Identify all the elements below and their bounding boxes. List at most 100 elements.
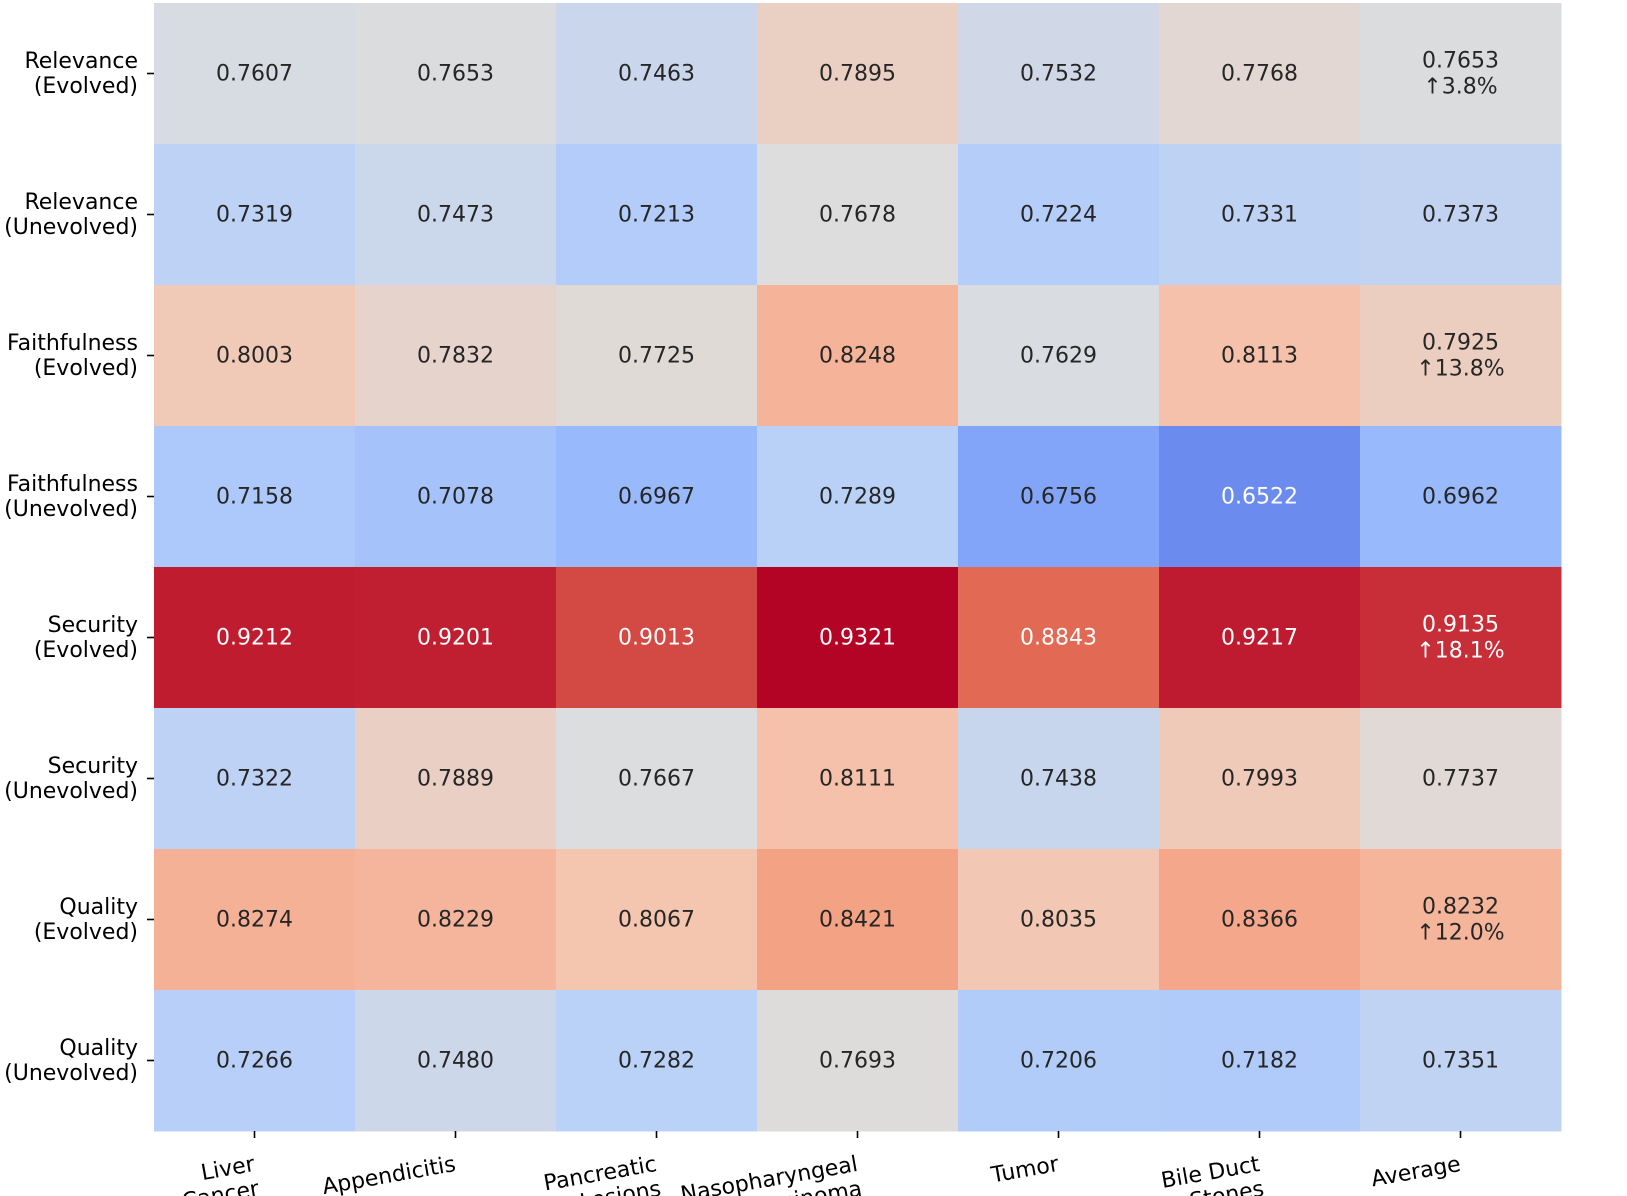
heatmap-cell <box>154 567 356 709</box>
cell-value-label: 0.7331 <box>1221 202 1298 227</box>
heatmap-cell <box>958 3 1160 145</box>
heatmap-cell <box>556 849 758 991</box>
cell-value-label: 0.7463 <box>618 61 695 86</box>
cell-value-label: 0.7629 <box>1020 343 1097 368</box>
heatmap-cell <box>355 285 557 427</box>
heatmap-cell <box>556 285 758 427</box>
x-tick-label: Average <box>1369 1152 1462 1192</box>
heatmap-cell <box>1159 285 1361 427</box>
heatmap-cell <box>154 990 356 1132</box>
heatmap-cell <box>958 426 1160 568</box>
heatmap-cell <box>355 426 557 568</box>
heatmap-cell <box>1360 567 1562 709</box>
cell-value-label: 0.7206 <box>1020 1048 1097 1073</box>
cell-value-label: 0.7266 <box>216 1048 293 1073</box>
x-tick-label: Appendicitis <box>320 1152 457 1196</box>
x-axis: LiverCancer Appendicitis PancreaticLesions… <box>180 1131 1463 1196</box>
heatmap-cells <box>154 3 1562 1132</box>
y-tick-label: Relevance (Unevolved) <box>4 190 138 240</box>
cell-value-label: 0.6967 <box>618 484 695 509</box>
heatmap-cell <box>355 3 557 145</box>
cell-value-label: 0.7693 <box>819 1048 896 1073</box>
heatmap-cell <box>757 708 959 850</box>
cell-value-label: 0.7438 <box>1020 766 1097 791</box>
heatmap-cell <box>1360 426 1562 568</box>
x-tick-label: Tumor <box>988 1152 1061 1189</box>
x-tick-label: NasopharyngealCarcinoma <box>679 1152 864 1196</box>
cell-value-label: 0.7678 <box>819 202 896 227</box>
x-tick-label-group: Appendicitis <box>320 1152 457 1196</box>
heatmap-cell <box>958 990 1160 1132</box>
cell-value-label: 0.6522 <box>1221 484 1298 509</box>
cell-value-label: 0.9135 ↑18.1% <box>1416 612 1504 663</box>
heatmap-cell <box>1360 849 1562 991</box>
y-tick-label: Relevance (Evolved) <box>24 49 138 99</box>
heatmap-cell <box>1360 3 1562 145</box>
cell-value-label: 0.8248 <box>819 343 896 368</box>
cell-value-label: 0.8366 <box>1221 907 1298 932</box>
heatmap-cell <box>1159 426 1361 568</box>
heatmap-cell <box>355 849 557 991</box>
heatmap-cell <box>1159 567 1361 709</box>
cell-value-label: 0.8035 <box>1020 907 1097 932</box>
cell-value-label: 0.7480 <box>417 1048 494 1073</box>
heatmap-cell <box>958 849 1160 991</box>
heatmap-cell <box>958 285 1160 427</box>
cell-value-label: 0.7653 ↑3.8% <box>1422 48 1499 99</box>
cell-value-label: 0.7532 <box>1020 61 1097 86</box>
y-tick-label: Security (Unevolved) <box>4 754 138 804</box>
heatmap-cell <box>154 708 356 850</box>
heatmap-cell <box>355 990 557 1132</box>
cell-value-label: 0.8229 <box>417 907 494 932</box>
cell-value-label: 0.7768 <box>1221 61 1298 86</box>
heatmap-cell <box>154 144 356 286</box>
x-tick-label-group: Bile DuctStones <box>1159 1152 1266 1196</box>
cell-value-label: 0.7282 <box>618 1048 695 1073</box>
cell-value-label: 0.7925 ↑13.8% <box>1416 330 1504 381</box>
cell-value-label: 0.7667 <box>618 766 695 791</box>
x-tick-label: Bile DuctStones <box>1159 1152 1266 1196</box>
cell-value-label: 0.7889 <box>417 766 494 791</box>
heatmap-cell <box>1159 990 1361 1132</box>
y-tick-label: Faithfulness (Unevolved) <box>4 472 138 522</box>
cell-value-label: 0.7182 <box>1221 1048 1298 1073</box>
y-tick-label: Quality (Evolved) <box>34 895 138 945</box>
x-tick-label-group: PancreaticLesions <box>542 1152 663 1196</box>
heatmap-cell <box>154 3 356 145</box>
cell-value-label: 0.7832 <box>417 343 494 368</box>
heatmap-cell <box>355 144 557 286</box>
cell-value-label: 0.7373 <box>1422 202 1499 227</box>
y-tick-label: Faithfulness (Evolved) <box>7 331 138 381</box>
heatmap-cell <box>1360 144 1562 286</box>
cell-value-label: 0.7653 <box>417 61 494 86</box>
cell-value-label: 0.8003 <box>216 343 293 368</box>
y-tick-label: Quality (Unevolved) <box>4 1036 138 1086</box>
heatmap-cell <box>1159 144 1361 286</box>
cell-value-label: 0.8843 <box>1020 625 1097 650</box>
heatmap-cell <box>757 144 959 286</box>
cell-value-label: 0.8232 ↑12.0% <box>1416 894 1504 945</box>
cell-value-label: 0.9321 <box>819 625 896 650</box>
y-axis: Relevance (Evolved) Relevance (Unevolved) Fa… <box>4 49 154 1086</box>
cell-value-label: 0.7895 <box>819 61 896 86</box>
cell-value-label: 0.7078 <box>417 484 494 509</box>
cell-value-label: 0.7213 <box>618 202 695 227</box>
heatmap-cell <box>1159 708 1361 850</box>
heatmap-cell <box>757 426 959 568</box>
y-tick-label: Security (Evolved) <box>34 613 138 663</box>
x-tick-label-group: LiverCancer <box>180 1152 262 1196</box>
heatmap-cell <box>556 990 758 1132</box>
cell-value-label: 0.9013 <box>618 625 695 650</box>
cell-value-label: 0.8111 <box>819 766 896 791</box>
heatmap-cell-labels: 0.7607 0.7653 0.7463 0.7895 0.7532 0.7768 0.76… <box>216 48 1505 1073</box>
heatmap-cell <box>757 567 959 709</box>
cell-value-label: 0.6962 <box>1422 484 1499 509</box>
cell-value-label: 0.7289 <box>819 484 896 509</box>
heatmap-cell <box>757 849 959 991</box>
cell-value-label: 0.7473 <box>417 202 494 227</box>
cell-value-label: 0.7993 <box>1221 766 1298 791</box>
x-tick-label-group: NasopharyngealCarcinoma <box>679 1152 864 1196</box>
cell-value-label: 0.9217 <box>1221 625 1298 650</box>
heatmap-cell <box>154 426 356 568</box>
